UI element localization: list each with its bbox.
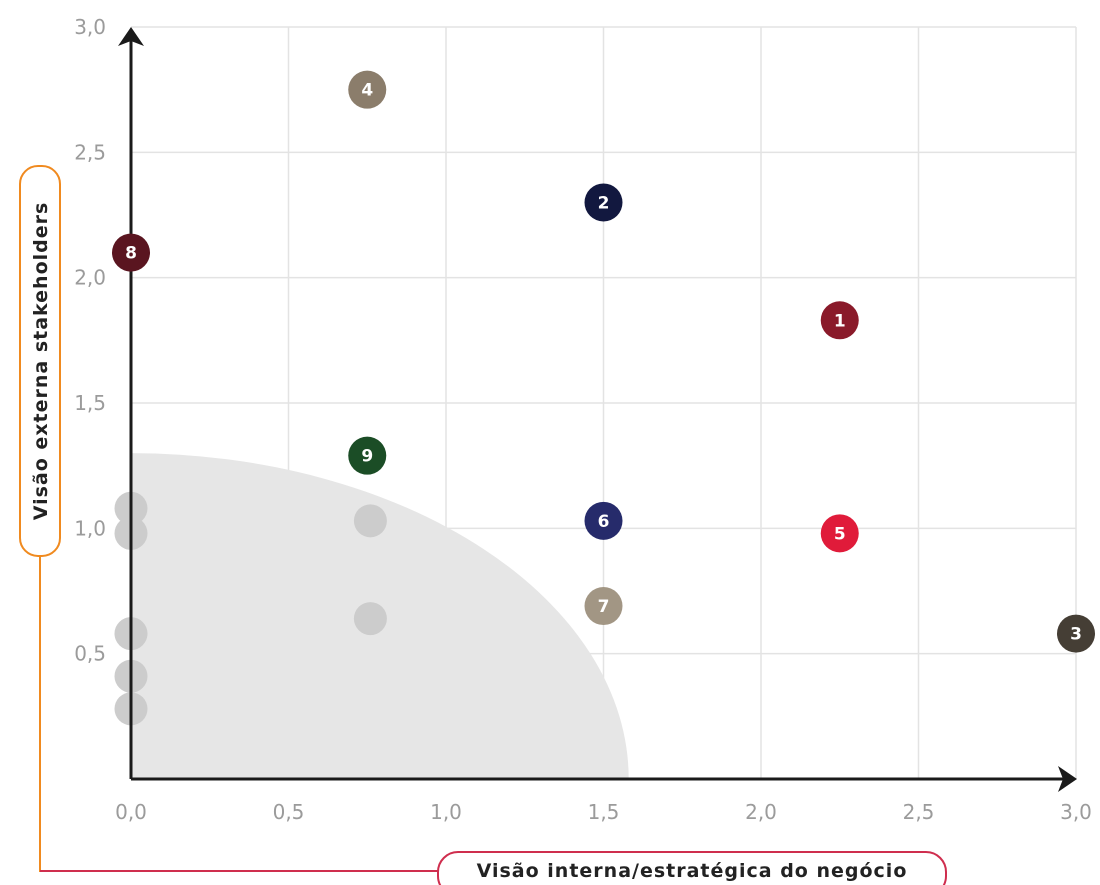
data-point-label: 9 [361, 447, 373, 467]
y-tick-label: 2,0 [74, 266, 106, 290]
x-tick-label: 1,5 [588, 800, 620, 824]
data-point: 9 [348, 436, 387, 475]
data-point-marker [348, 70, 387, 109]
x-tick-label: 3,0 [1060, 800, 1092, 824]
y-tick-label: 1,5 [74, 391, 106, 415]
data-point-marker [820, 514, 859, 553]
x-tick-label: 2,5 [903, 800, 935, 824]
x-axis-title: Visão interna/estratégica do negócio [477, 860, 908, 882]
data-point-marker [584, 183, 623, 222]
y-axis-title-box: Visão externa stakeholders [19, 165, 61, 557]
tick-labels: 0,0 0,5 1,0 1,5 2,0 2,5 3,0 0,5 1,0 1,5 2,0 2,5 3,0 [74, 15, 1092, 824]
label-connector [39, 556, 438, 872]
y-axis-title-frame [19, 165, 61, 557]
y-axis-title: Visão externa stakeholders [30, 202, 52, 521]
data-point-marker [1057, 614, 1095, 653]
data-point-marker [584, 501, 623, 540]
x-tick-label: 2,0 [745, 800, 777, 824]
data-point: 5 [820, 514, 859, 553]
axes [118, 27, 1077, 792]
x-tick-label: 0,0 [115, 800, 147, 824]
y-tick-label: 0,5 [74, 642, 106, 666]
data-point: 4 [348, 70, 387, 109]
data-point: 8 [112, 233, 150, 272]
data-point-marker [112, 233, 150, 272]
x-axis-arrow [1058, 766, 1077, 792]
x-tick-label: 1,0 [430, 800, 462, 824]
data-point-label: 4 [361, 81, 373, 101]
data-point: 1 [820, 301, 859, 340]
data-point-label: 5 [834, 524, 846, 544]
data-point-marker [820, 301, 859, 340]
y-tick-label: 1,0 [74, 516, 106, 540]
data-point: 2 [584, 183, 623, 222]
y-tick-label: 3,0 [74, 15, 106, 39]
data-point: 3 [1057, 614, 1095, 653]
data-point-label: 1 [834, 311, 846, 331]
y-axis-arrow [118, 27, 144, 46]
data-point-label: 7 [598, 597, 610, 617]
y-tick-label: 2,5 [74, 140, 106, 164]
data-point: 7 [584, 587, 623, 626]
data-point: 6 [584, 501, 623, 540]
data-point-label: 8 [125, 244, 137, 264]
x-axis-title-frame [437, 851, 947, 885]
data-point-marker [584, 587, 623, 626]
x-axis-title-box: Visão interna/estratégica do negócio [437, 851, 947, 885]
data-points: 1 2 3 4 5 6 7 8 9 [112, 70, 1095, 653]
background-point [353, 602, 387, 636]
x-tick-label: 0,5 [273, 800, 305, 824]
data-point-label: 3 [1070, 625, 1082, 645]
data-point-label: 6 [598, 512, 610, 532]
data-point-marker [348, 436, 387, 475]
background-point [353, 504, 387, 538]
data-point-label: 2 [598, 193, 610, 213]
